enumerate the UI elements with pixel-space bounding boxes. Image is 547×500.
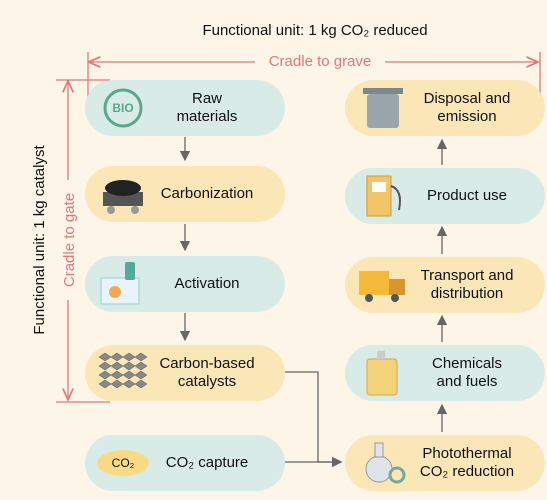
- node-label: Activation: [174, 275, 239, 292]
- node-label: Raw: [192, 90, 222, 107]
- node-label: CO₂ capture: [166, 454, 249, 471]
- scope-grave: Cradle to grave: [269, 53, 372, 70]
- node-label: materials: [177, 108, 238, 125]
- node: CO₂ CO₂ capture: [85, 435, 285, 491]
- node-label: Carbonization: [161, 185, 254, 202]
- node-label: CO₂ reduction: [420, 463, 514, 480]
- node-label: Chemicals: [432, 355, 502, 372]
- scope-gate: Cradle to gate: [61, 193, 78, 287]
- node-label: and fuels: [437, 373, 498, 390]
- icon: [105, 180, 141, 196]
- icon-text: CO₂: [112, 456, 135, 470]
- icon: [372, 182, 386, 192]
- title: Functional unit: 1 kg CO₂ reduced: [202, 22, 427, 39]
- node-label: Transport and: [421, 267, 514, 284]
- icon: [363, 88, 403, 94]
- node-label: catalysts: [178, 373, 236, 390]
- icon: [377, 351, 385, 359]
- icon: [125, 262, 135, 280]
- node-label: Photothermal: [422, 445, 511, 462]
- node-label: distribution: [431, 285, 504, 302]
- diagram: Functional unit: 1 kg CO₂ reduced Cradle…: [0, 0, 547, 500]
- icon: [365, 294, 373, 302]
- node: Activation: [85, 256, 285, 312]
- background: [0, 0, 547, 500]
- icon: [107, 206, 115, 214]
- node-label: Product use: [427, 187, 507, 204]
- icon: [366, 456, 392, 482]
- node-label: Carbon-based: [159, 355, 254, 372]
- icon: [131, 206, 139, 214]
- icon: [367, 359, 397, 395]
- icon: [109, 286, 121, 298]
- icon: [391, 294, 399, 302]
- icon: [359, 271, 389, 295]
- node: Product use: [345, 168, 545, 224]
- node-label: Disposal and: [424, 90, 511, 107]
- icon: [389, 279, 405, 295]
- node-label: emission: [437, 108, 496, 125]
- icon: [367, 94, 399, 128]
- icon: [375, 443, 383, 457]
- side-title: Functional unit: 1 kg catalyst: [31, 145, 48, 335]
- icon-text: BIO: [112, 101, 133, 115]
- node: Carbonization: [85, 166, 285, 222]
